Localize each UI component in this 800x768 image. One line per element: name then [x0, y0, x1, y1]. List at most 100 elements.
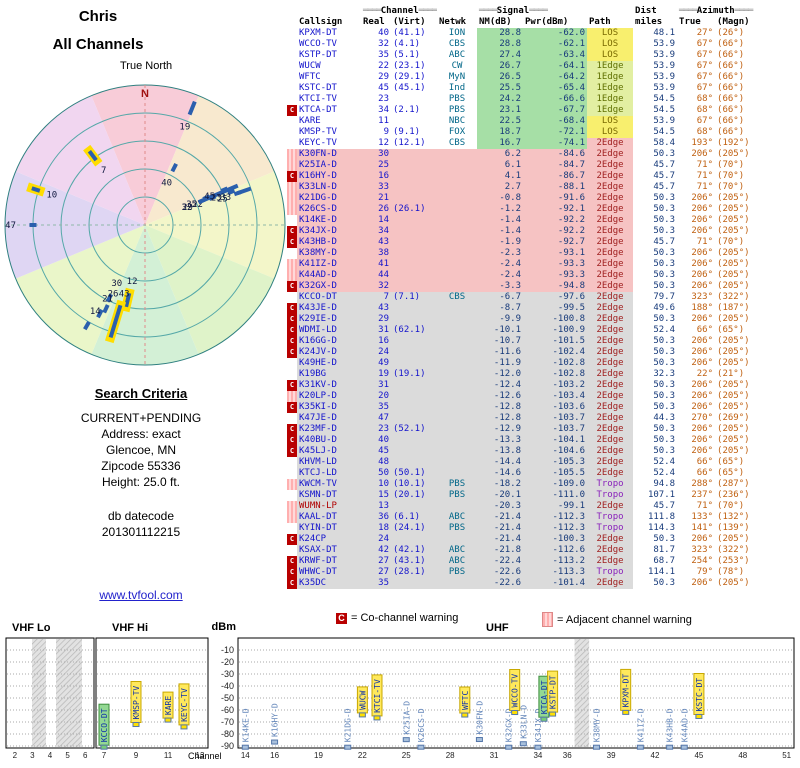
- network-cell: [437, 237, 477, 248]
- azimuth-magn-cell: (205°): [717, 380, 750, 390]
- virtual-channel-cell: [391, 193, 437, 204]
- virtual-channel-cell: [391, 501, 437, 512]
- callsign-link[interactable]: KTCJ-LD: [297, 468, 361, 479]
- callsign-link[interactable]: K41IZ-D: [297, 259, 361, 270]
- azimuth-magn-cell: (132°): [717, 512, 750, 522]
- callsign-link[interactable]: KAAL-DT: [297, 512, 361, 523]
- callsign-link[interactable]: K30FN-D: [297, 149, 361, 160]
- callsign-link[interactable]: K44AD-D: [297, 270, 361, 281]
- table-row: KWCM-TV 10 (10.1) PBS -18.2 -109.0 Tropo 94.8 28…: [287, 479, 765, 490]
- callsign-link[interactable]: KMSP-TV: [299, 127, 337, 137]
- path-cell: 2Edge: [587, 369, 634, 380]
- callsign-link[interactable]: WCCO-TV: [299, 39, 337, 49]
- callsign-link[interactable]: KSMN-DT: [297, 490, 361, 501]
- table-row: KSTC-DT 45 (45.1) Ind 25.5 -65.4 1Edge 53.9 67°(…: [287, 83, 765, 94]
- callsign-link[interactable]: K29IE-D: [297, 314, 361, 325]
- callsign-link[interactable]: KPXM-DT: [299, 28, 337, 38]
- distance-cell: 50.3: [653, 347, 676, 357]
- station-label-group: WFTC: [459, 686, 471, 714]
- callsign-link[interactable]: KRWF-DT: [297, 556, 361, 567]
- station-label: K43HB-D: [666, 708, 675, 742]
- azimuth-magn-cell: (66°): [717, 72, 745, 82]
- virtual-channel-cell: [391, 270, 437, 281]
- warning-marker: [287, 512, 297, 523]
- path-cell: 2Edge: [587, 204, 634, 215]
- azimuth-true-cell: 67°: [696, 116, 714, 126]
- callsign-link[interactable]: K40BU-D: [297, 435, 361, 446]
- callsign-link[interactable]: KEYC-TV: [299, 138, 337, 148]
- power-cell: -84.6: [523, 149, 587, 160]
- callsign-link[interactable]: K16HY-D: [297, 171, 361, 182]
- callsign-link[interactable]: WUCW: [299, 61, 321, 71]
- callsign-link[interactable]: K35KI-D: [297, 402, 361, 413]
- tvfool-link[interactable]: www.tvfool.com: [99, 588, 183, 602]
- channel-tick-label: 28: [446, 751, 455, 760]
- power-cell: -68.4: [523, 116, 587, 127]
- power-cell: -100.9: [523, 325, 587, 336]
- callsign-link[interactable]: WDMI-LD: [297, 325, 361, 336]
- azimuth-true-cell: 206°: [691, 226, 714, 236]
- warning-marker: [287, 391, 297, 402]
- callsign-link[interactable]: KTCI-TV: [299, 94, 337, 104]
- noise-margin-cell: -21.4: [477, 512, 523, 523]
- azimuth-magn-cell: (66°): [717, 50, 745, 60]
- callsign-link[interactable]: K24JV-D: [297, 347, 361, 358]
- callsign-link[interactable]: KSTC-DT: [299, 83, 337, 93]
- dbm-tick-label: -70: [221, 717, 234, 727]
- callsign-link[interactable]: WFTC: [299, 72, 321, 82]
- azimuth-magn-cell: (66°): [717, 127, 745, 137]
- callsign-link[interactable]: K35DC: [297, 578, 361, 589]
- callsign-link[interactable]: K43HB-D: [297, 237, 361, 248]
- callsign-link[interactable]: K31KV-D: [297, 380, 361, 391]
- callsign-link[interactable]: K21DG-D: [297, 193, 361, 204]
- callsign-link[interactable]: K26CS-D: [297, 204, 361, 215]
- callsign-link[interactable]: K14KE-D: [297, 215, 361, 226]
- callsign-link[interactable]: KSAX-DT: [297, 545, 361, 556]
- table-row: C K31KV-D 31 -12.4 -103.2 2Edge 50.3 206° (205°): [287, 380, 765, 391]
- callsign-link[interactable]: KCCO-DT: [297, 292, 361, 303]
- station-label: KPXM-DT: [622, 674, 631, 708]
- callsign-link[interactable]: KTCA-DT: [299, 105, 337, 115]
- adjacent-marker-icon: [542, 612, 553, 627]
- channel-tick-label: 39: [607, 751, 616, 760]
- callsign-link[interactable]: KYIN-DT: [297, 523, 361, 534]
- callsign-link[interactable]: K43JE-D: [297, 303, 361, 314]
- callsign-link[interactable]: WUMN-LP: [297, 501, 361, 512]
- callsign-link[interactable]: K25IA-D: [297, 160, 361, 171]
- callsign-link[interactable]: K16GG-D: [297, 336, 361, 347]
- noise-margin-cell: -18.2: [477, 479, 523, 490]
- station-label-group: K34JX-D: [534, 708, 543, 742]
- channel-tick-label: 36: [563, 751, 572, 760]
- callsign-link[interactable]: K19BG: [297, 369, 361, 380]
- radar-channel-marker: [96, 308, 104, 319]
- callsign-link[interactable]: KSTP-DT: [299, 50, 337, 60]
- callsign-link[interactable]: K23MF-D: [297, 424, 361, 435]
- callsign-link[interactable]: K33LN-D: [297, 182, 361, 193]
- callsign-link[interactable]: KARE: [299, 116, 321, 126]
- callsign-link[interactable]: K34JX-D: [297, 226, 361, 237]
- real-channel-cell: 18: [361, 523, 391, 534]
- callsign-link[interactable]: WHWC-DT: [297, 567, 361, 578]
- callsign-link[interactable]: KHVM-LD: [297, 457, 361, 468]
- noise-margin-cell: -22.4: [477, 556, 523, 567]
- real-channel-cell: 29: [378, 72, 389, 82]
- virtual-channel-cell: [391, 182, 437, 193]
- col-netwk: Netwk: [439, 17, 467, 27]
- callsign-link[interactable]: K38MY-D: [297, 248, 361, 259]
- callsign-link[interactable]: K32GX-D: [297, 281, 361, 292]
- callsign-link[interactable]: K49HE-D: [297, 358, 361, 369]
- station-marker: [666, 744, 674, 750]
- table-row: K20LP-D 20 -12.6 -103.4 2Edge 50.3 206° (205°): [287, 391, 765, 402]
- real-channel-cell: 10: [361, 479, 391, 490]
- real-channel-cell: 19: [361, 369, 391, 380]
- table-row: C K24JV-D 24 -11.6 -102.4 2Edge 50.3 206° (205°): [287, 347, 765, 358]
- callsign-link[interactable]: K45LJ-D: [297, 446, 361, 457]
- callsign-link[interactable]: K24CP: [297, 534, 361, 545]
- power-cell: -93.1: [523, 248, 587, 259]
- azimuth-true-cell: 68°: [696, 94, 714, 104]
- channel-tick-label: 3: [30, 751, 35, 760]
- azimuth-true-cell: 71°: [696, 171, 714, 181]
- callsign-link[interactable]: KWCM-TV: [297, 479, 361, 490]
- callsign-link[interactable]: K47JE-D: [297, 413, 361, 424]
- callsign-link[interactable]: K20LP-D: [297, 391, 361, 402]
